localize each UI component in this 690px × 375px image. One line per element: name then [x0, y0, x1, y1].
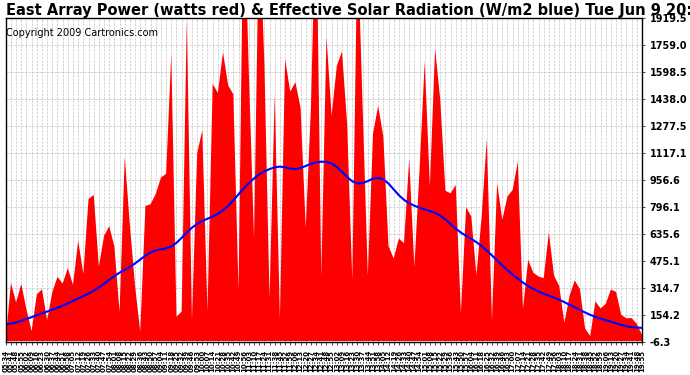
Text: East Array Power (watts red) & Effective Solar Radiation (W/m2 blue) Tue Jun 9 2: East Array Power (watts red) & Effective…	[6, 3, 690, 18]
Text: Copyright 2009 Cartronics.com: Copyright 2009 Cartronics.com	[6, 27, 159, 38]
